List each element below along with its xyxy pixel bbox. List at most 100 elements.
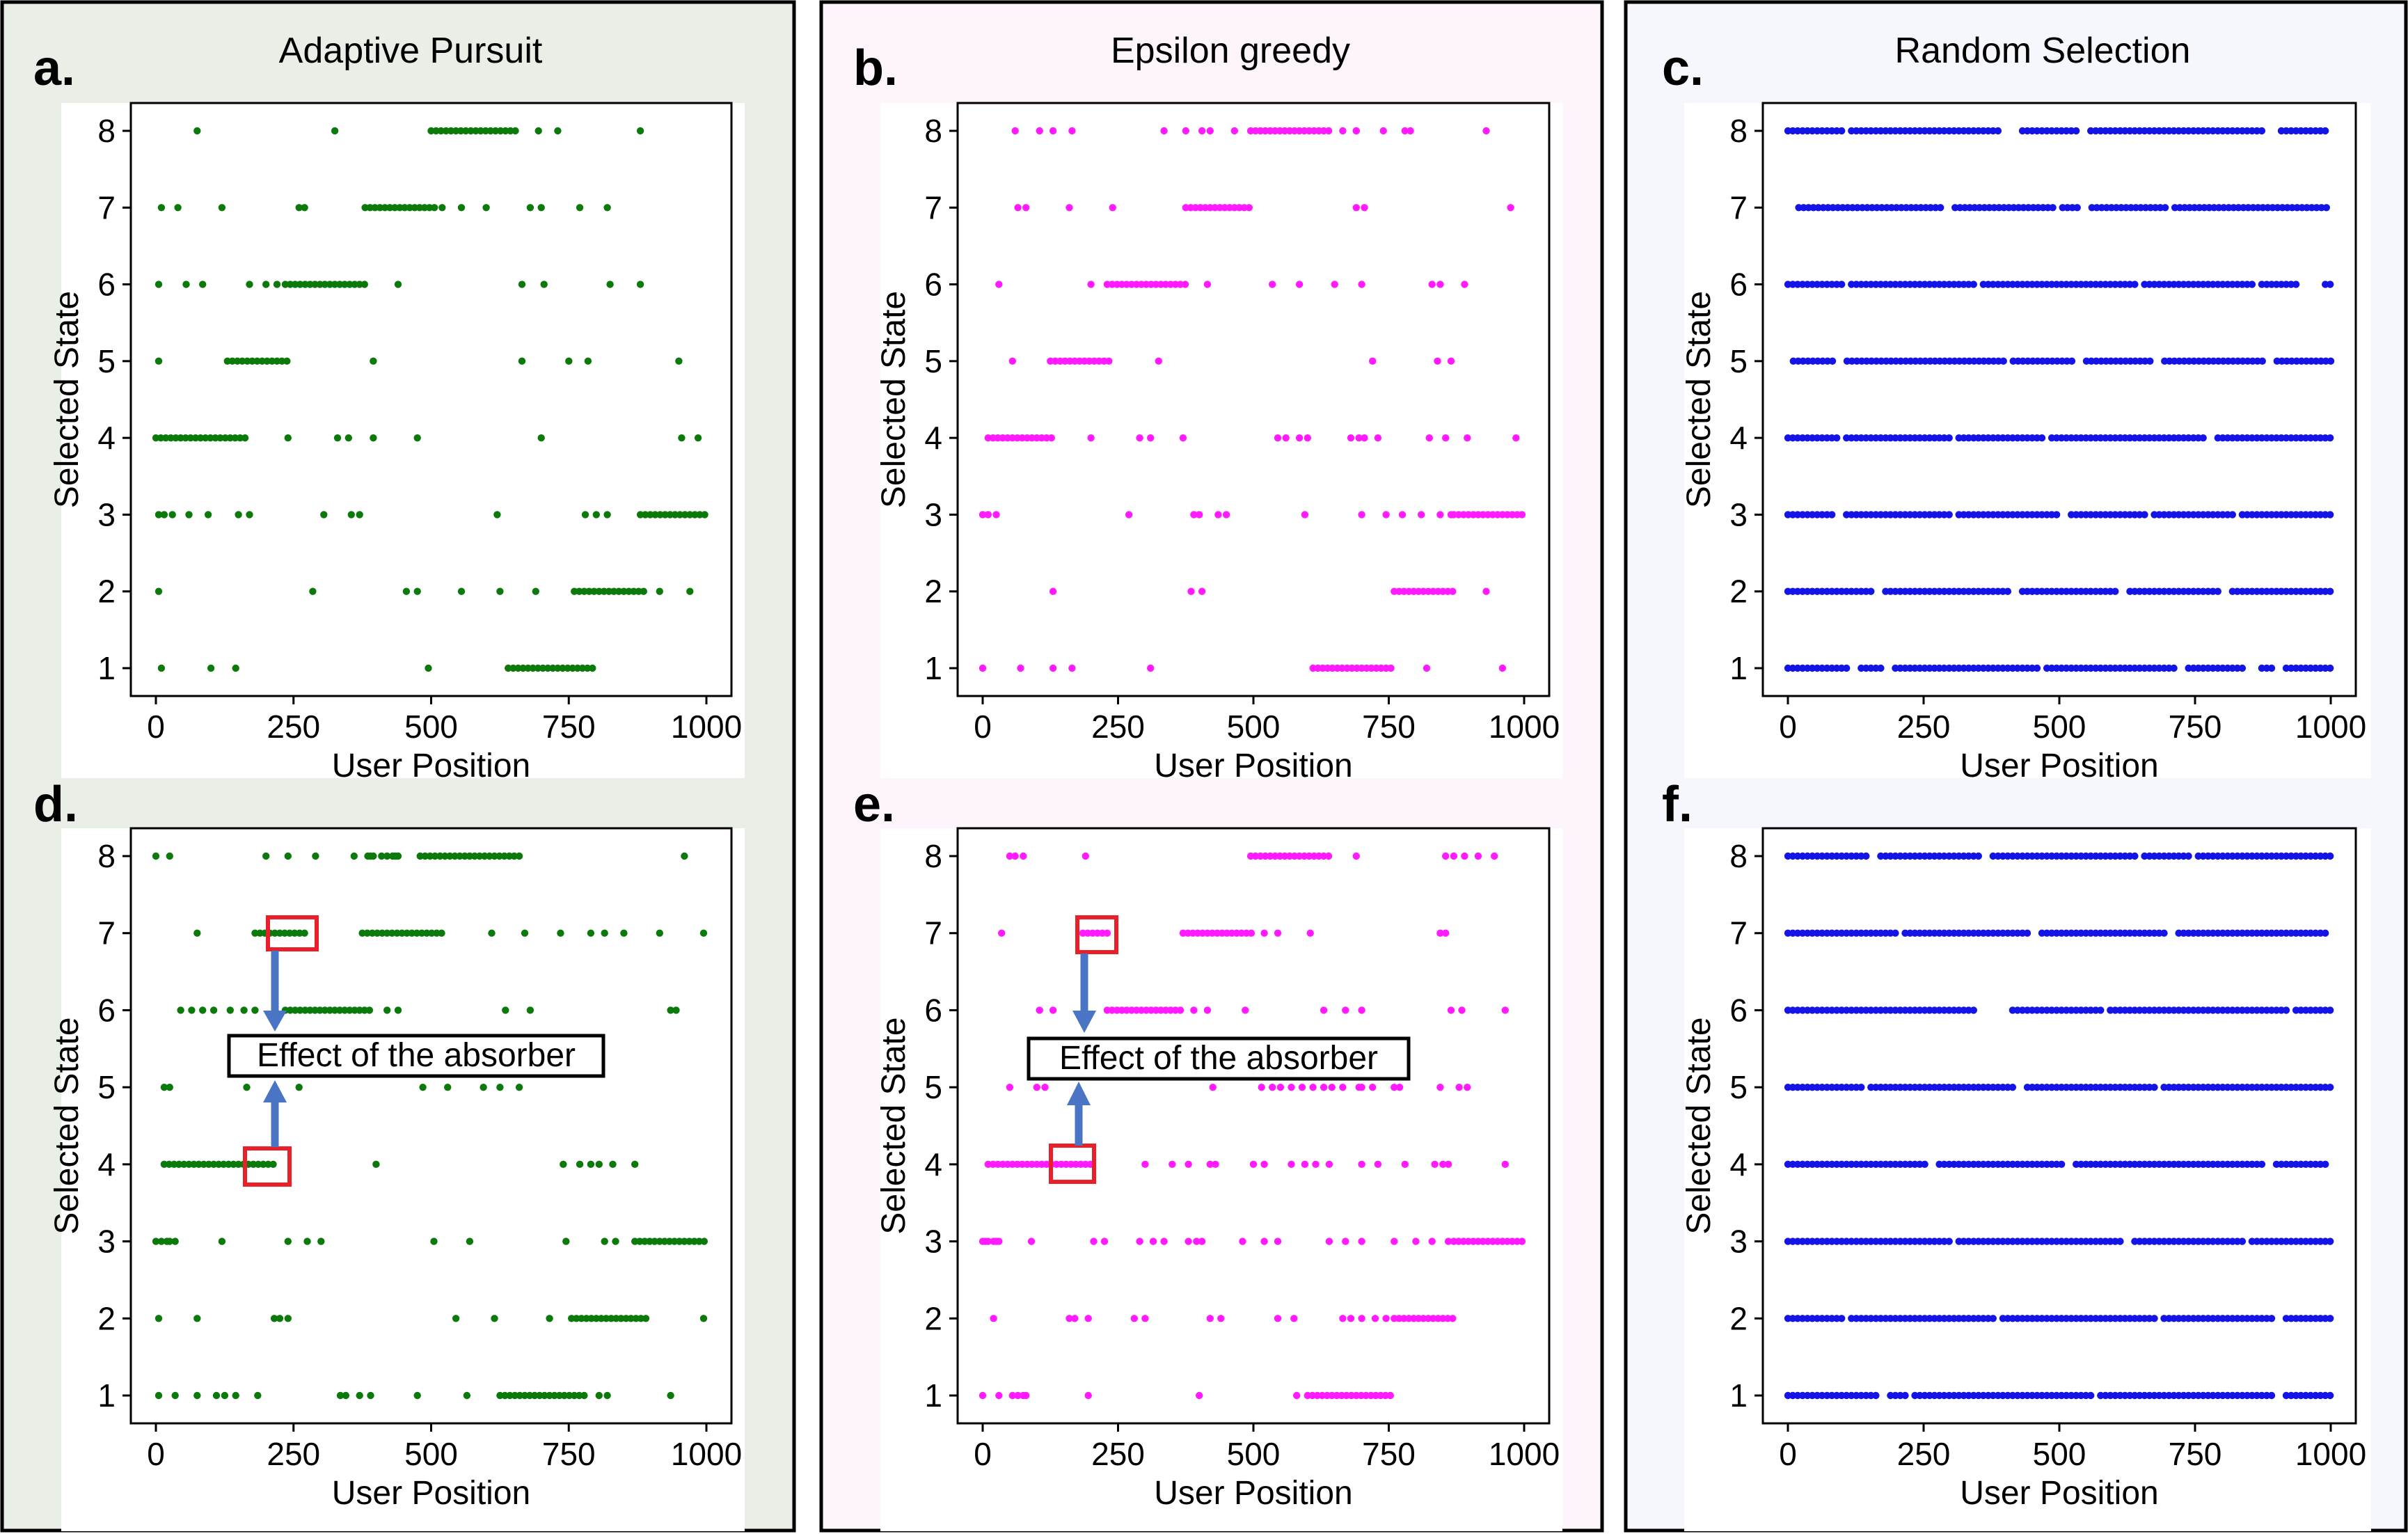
data-point bbox=[2160, 929, 2168, 937]
data-point bbox=[636, 280, 644, 288]
data-point bbox=[1994, 127, 2002, 135]
data-point bbox=[1269, 1083, 1276, 1091]
data-point bbox=[686, 587, 694, 595]
data-point bbox=[1442, 852, 1450, 860]
data-point bbox=[559, 664, 567, 672]
y-tick-label: 8 bbox=[1729, 838, 1748, 874]
data-point bbox=[1066, 204, 1073, 212]
data-point bbox=[166, 852, 173, 860]
data-point bbox=[303, 1238, 311, 1245]
data-point bbox=[284, 1238, 292, 1245]
data-point bbox=[1458, 1006, 1466, 1014]
data-point bbox=[2258, 357, 2266, 365]
data-point bbox=[2057, 1160, 2066, 1169]
plot-panel-d: 0 250 500 750 1000 1 2 3 4 5 6 7 8 User Position Selec… bbox=[49, 827, 745, 1531]
x-tick-label: 0 bbox=[147, 709, 165, 745]
data-point bbox=[482, 204, 490, 212]
data-point bbox=[193, 1391, 201, 1400]
data-point bbox=[1423, 664, 1431, 672]
data-point bbox=[1084, 1315, 1092, 1322]
data-point bbox=[1428, 1238, 1436, 1245]
data-point bbox=[651, 511, 659, 519]
data-point bbox=[1418, 511, 1425, 519]
data-point bbox=[1100, 1238, 1109, 1245]
data-point bbox=[1358, 511, 1365, 519]
data-point bbox=[457, 587, 466, 595]
data-point bbox=[1301, 511, 1309, 519]
data-point bbox=[1358, 1238, 1365, 1245]
data-point bbox=[218, 1238, 226, 1245]
data-point bbox=[1185, 1238, 1192, 1245]
data-point bbox=[2267, 1391, 2276, 1400]
data-point bbox=[388, 929, 396, 937]
y-tick-label: 6 bbox=[97, 992, 116, 1028]
data-point bbox=[376, 204, 384, 212]
data-point bbox=[565, 357, 573, 365]
data-point bbox=[204, 511, 212, 519]
data-point bbox=[171, 1391, 179, 1400]
data-point bbox=[425, 664, 432, 672]
x-tick-label: 0 bbox=[147, 1436, 165, 1472]
data-point bbox=[1369, 357, 1377, 365]
data-point bbox=[1858, 1083, 1865, 1091]
column-title-random-selection: Random Selection bbox=[1895, 31, 2191, 71]
data-point bbox=[1288, 1083, 1295, 1091]
data-point bbox=[990, 1315, 997, 1322]
data-point bbox=[370, 434, 377, 442]
y-tick-label: 5 bbox=[97, 343, 116, 379]
data-point bbox=[491, 1315, 498, 1322]
data-point bbox=[631, 1160, 639, 1169]
data-point bbox=[2141, 511, 2148, 519]
data-point bbox=[1386, 1391, 1395, 1400]
data-point bbox=[1391, 1083, 1398, 1091]
data-point bbox=[1282, 434, 1290, 442]
data-point bbox=[228, 357, 237, 365]
data-point bbox=[336, 1391, 344, 1400]
y-tick-label: 3 bbox=[924, 496, 942, 532]
x-tick-label: 750 bbox=[1362, 1436, 1416, 1472]
data-point bbox=[601, 929, 608, 937]
data-point bbox=[576, 1160, 584, 1169]
data-point bbox=[518, 280, 526, 288]
data-point bbox=[180, 1160, 188, 1169]
data-point bbox=[1141, 1160, 1149, 1169]
x-tick-label: 750 bbox=[1362, 709, 1416, 745]
data-point bbox=[2009, 1083, 2017, 1091]
data-point bbox=[557, 929, 564, 937]
data-point bbox=[1491, 852, 1498, 860]
data-point bbox=[241, 434, 249, 442]
data-point bbox=[1298, 1083, 1306, 1091]
data-point bbox=[518, 357, 526, 365]
data-point bbox=[1082, 852, 1090, 860]
x-tick-label: 0 bbox=[974, 709, 992, 745]
data-point bbox=[1198, 587, 1206, 595]
data-point bbox=[1989, 1315, 1997, 1322]
data-point bbox=[694, 434, 702, 442]
data-point bbox=[1442, 434, 1450, 442]
data-point bbox=[1301, 1160, 1309, 1169]
data-point bbox=[2228, 511, 2236, 519]
data-point bbox=[1206, 1315, 1214, 1322]
data-point bbox=[246, 280, 253, 288]
data-point bbox=[1843, 664, 1851, 672]
data-point bbox=[278, 357, 286, 365]
data-point bbox=[2214, 587, 2221, 595]
y-tick-label: 1 bbox=[1729, 650, 1748, 686]
data-point bbox=[1068, 664, 1076, 672]
data-point bbox=[984, 511, 992, 519]
data-point bbox=[1049, 1006, 1057, 1014]
data-point bbox=[185, 511, 193, 519]
data-point bbox=[979, 664, 987, 672]
data-point bbox=[656, 587, 663, 595]
data-point bbox=[2087, 1391, 2095, 1400]
data-point bbox=[240, 1006, 248, 1014]
data-point bbox=[609, 1160, 617, 1169]
data-point bbox=[1395, 1083, 1404, 1091]
y-tick-label: 2 bbox=[1729, 1300, 1748, 1336]
data-point bbox=[1068, 127, 1076, 135]
data-point bbox=[979, 1391, 987, 1400]
data-point bbox=[667, 1391, 674, 1400]
data-point bbox=[515, 1083, 523, 1091]
x-tick-label: 1000 bbox=[1489, 1436, 1560, 1472]
data-points bbox=[152, 852, 708, 1400]
